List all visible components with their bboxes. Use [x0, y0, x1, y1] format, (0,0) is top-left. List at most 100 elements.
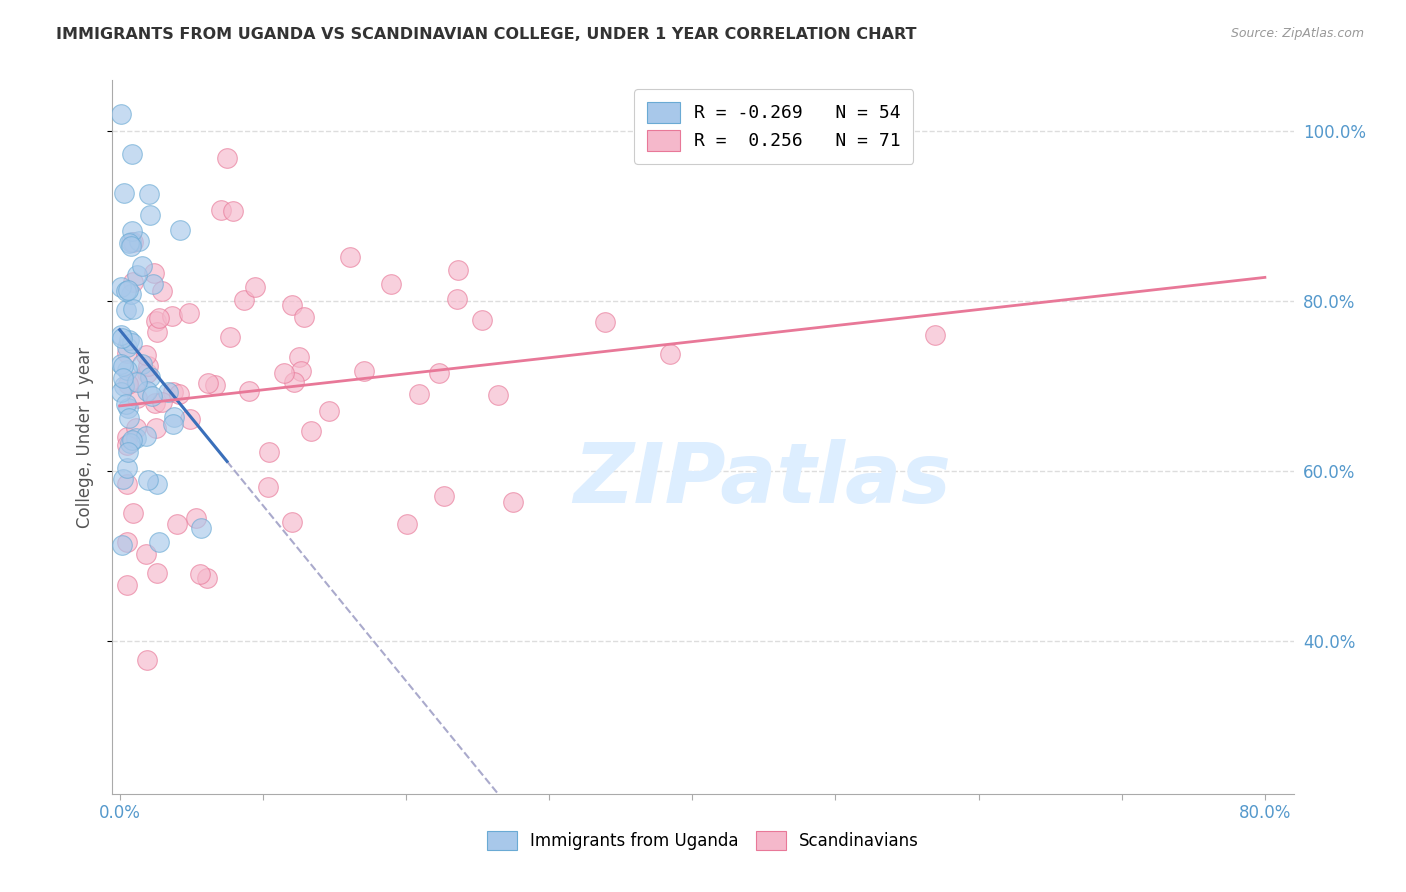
Point — [150, 284, 173, 298]
Point — [146, 566, 169, 580]
Text: IMMIGRANTS FROM UGANDA VS SCANDINAVIAN COLLEGE, UNDER 1 YEAR CORRELATION CHART: IMMIGRANTS FROM UGANDA VS SCANDINAVIAN C… — [56, 27, 917, 42]
Point — [128, 234, 150, 248]
Point — [197, 376, 219, 390]
Point — [162, 417, 184, 431]
Point — [169, 223, 191, 237]
Point — [353, 363, 375, 377]
Point — [179, 412, 201, 426]
Point — [121, 302, 143, 317]
Point — [115, 285, 138, 299]
Point — [110, 328, 132, 343]
Point — [148, 535, 170, 549]
Point — [318, 404, 340, 418]
Point — [115, 461, 138, 475]
Point — [486, 388, 509, 402]
Point — [125, 375, 148, 389]
Point — [136, 473, 159, 487]
Point — [222, 204, 245, 219]
Point — [136, 653, 159, 667]
Point — [117, 401, 139, 415]
Point — [135, 384, 157, 399]
Point — [433, 489, 456, 503]
Point — [447, 263, 470, 277]
Point — [243, 280, 266, 294]
Point — [112, 359, 135, 373]
Point — [273, 366, 295, 380]
Point — [115, 476, 138, 491]
Point — [143, 396, 166, 410]
Point — [290, 364, 312, 378]
Point — [117, 444, 139, 458]
Point — [120, 435, 142, 450]
Point — [471, 313, 494, 327]
Point — [125, 421, 148, 435]
Point — [188, 567, 211, 582]
Point — [233, 293, 256, 308]
Point — [118, 333, 141, 347]
Point — [166, 516, 188, 531]
Point — [146, 477, 169, 491]
Point — [135, 428, 157, 442]
Point — [115, 397, 138, 411]
Point — [195, 571, 218, 585]
Point — [218, 330, 240, 344]
Point — [125, 376, 148, 390]
Point — [117, 284, 139, 298]
Point — [138, 207, 160, 221]
Point — [138, 187, 160, 202]
Point — [429, 366, 451, 380]
Point — [257, 480, 280, 494]
Point — [281, 298, 304, 312]
Point — [115, 363, 138, 377]
Point — [120, 239, 142, 253]
Point — [593, 315, 616, 329]
Point — [110, 538, 132, 552]
Point — [121, 336, 143, 351]
Point — [115, 430, 138, 444]
Point — [141, 389, 163, 403]
Point — [143, 266, 166, 280]
Point — [162, 410, 184, 425]
Point — [118, 411, 141, 425]
Point — [177, 306, 200, 320]
Point — [121, 224, 143, 238]
Point — [148, 310, 170, 325]
Point — [142, 277, 165, 291]
Point — [121, 433, 143, 447]
Point — [145, 421, 167, 435]
Point — [138, 359, 160, 373]
Point — [257, 445, 280, 459]
Point — [408, 387, 430, 401]
Point — [217, 151, 239, 165]
Point — [156, 384, 179, 399]
Point — [145, 314, 167, 328]
Point — [110, 280, 132, 294]
Point — [167, 387, 190, 401]
Point — [136, 367, 159, 381]
Point — [120, 235, 142, 249]
Point — [204, 377, 226, 392]
Point — [110, 107, 132, 121]
Text: ZIPatlas: ZIPatlas — [574, 440, 950, 520]
Point — [446, 293, 468, 307]
Point — [150, 394, 173, 409]
Point — [110, 384, 132, 399]
Point — [125, 391, 148, 405]
Point — [283, 375, 305, 389]
Point — [111, 472, 134, 486]
Point — [122, 235, 145, 250]
Point — [135, 547, 157, 561]
Point — [190, 521, 212, 535]
Point — [118, 236, 141, 251]
Point — [115, 340, 138, 354]
Point — [145, 325, 167, 339]
Point — [115, 345, 138, 359]
Point — [115, 578, 138, 592]
Point — [395, 516, 418, 531]
Point — [339, 250, 361, 264]
Point — [120, 287, 142, 301]
Point — [122, 275, 145, 289]
Point — [380, 277, 402, 291]
Point — [114, 303, 136, 318]
Point — [238, 384, 260, 399]
